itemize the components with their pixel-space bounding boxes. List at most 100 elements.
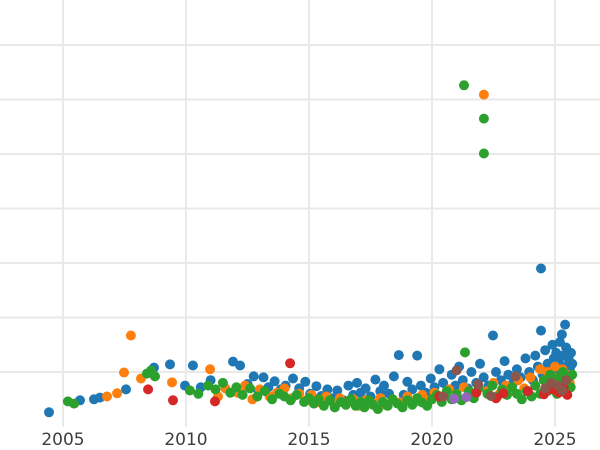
- data-point-blue: [434, 364, 445, 375]
- data-point-blue: [491, 367, 501, 377]
- data-point-green: [184, 385, 195, 396]
- data-point-blue: [121, 384, 131, 395]
- data-point-brown: [473, 379, 483, 390]
- data-point-blue: [311, 381, 322, 392]
- data-point-orange: [478, 89, 489, 100]
- data-point-blue: [499, 356, 510, 367]
- data-point-orange: [112, 388, 123, 399]
- data-point-blue: [393, 350, 404, 361]
- gridlines: [0, 0, 600, 427]
- data-point-blue: [248, 371, 259, 382]
- data-point-blue: [379, 380, 389, 391]
- data-point-blue: [466, 367, 477, 377]
- data-point-green: [324, 395, 335, 406]
- data-point-green: [460, 347, 470, 358]
- data-point-blue: [343, 380, 354, 391]
- data-point-blue: [520, 353, 531, 364]
- data-point-blue: [407, 384, 418, 395]
- data-point-blue: [370, 374, 381, 385]
- data-point-blue: [412, 350, 423, 361]
- data-point-green: [245, 383, 255, 394]
- data-point-blue: [352, 377, 362, 388]
- data-point-green: [217, 377, 228, 388]
- data-point-green: [210, 384, 221, 395]
- data-point-blue: [44, 407, 54, 418]
- data-point-red: [498, 388, 509, 399]
- data-point-blue: [540, 345, 551, 356]
- data-point-blue: [478, 372, 489, 383]
- data-point-blue: [258, 372, 269, 383]
- data-point-orange: [119, 367, 129, 378]
- x-tick-label: 2005: [41, 430, 84, 450]
- data-point-green: [478, 113, 489, 124]
- data-point-green: [252, 391, 263, 402]
- data-point-orange: [167, 377, 177, 388]
- data-point-purple: [449, 393, 460, 404]
- data-point-blue: [360, 383, 371, 394]
- data-point-green: [397, 402, 408, 413]
- data-point-brown: [561, 375, 572, 386]
- data-point-green: [291, 389, 302, 400]
- data-point-green: [267, 394, 278, 405]
- data-point-blue: [560, 319, 571, 330]
- data-point-blue: [425, 373, 436, 384]
- data-point-red: [285, 358, 296, 369]
- data-point-blue: [566, 347, 576, 358]
- data-point-blue: [475, 358, 485, 369]
- data-point-red: [471, 387, 482, 398]
- data-point-red: [522, 386, 533, 397]
- x-tick-label: 2025: [533, 430, 576, 450]
- data-point-purple: [461, 392, 472, 403]
- x-axis-tick-labels: 2005 2010 2015 2020 2025: [41, 430, 576, 450]
- data-point-orange: [125, 330, 136, 341]
- data-point-blue: [402, 376, 413, 387]
- data-point-brown: [510, 371, 521, 382]
- data-point-blue: [415, 380, 426, 391]
- data-point-blue: [567, 358, 578, 369]
- data-point-blue: [235, 360, 246, 371]
- data-point-blue: [530, 350, 541, 361]
- data-point-red: [168, 395, 178, 406]
- data-point-green: [478, 148, 489, 159]
- data-point-green: [259, 386, 270, 397]
- data-point-green: [372, 404, 383, 415]
- data-point-green: [516, 394, 527, 405]
- data-point-brown: [451, 365, 462, 376]
- data-point-blue: [536, 325, 546, 336]
- data-point-green: [150, 371, 160, 382]
- data-point-red: [143, 384, 154, 395]
- data-point-green: [237, 389, 248, 400]
- data-point-green: [231, 382, 242, 393]
- data-point-blue: [556, 329, 567, 340]
- data-point-green: [459, 80, 469, 91]
- data-point-brown: [486, 391, 496, 401]
- x-tick-label: 2020: [410, 430, 453, 450]
- data-points: [44, 80, 578, 418]
- data-point-blue: [300, 376, 311, 387]
- data-point-blue: [388, 371, 399, 382]
- data-point-green: [69, 398, 80, 409]
- data-point-green: [203, 380, 214, 391]
- data-point-orange: [102, 391, 112, 402]
- data-point-green: [530, 380, 541, 391]
- data-point-green: [487, 380, 498, 391]
- data-point-blue: [165, 359, 175, 370]
- x-tick-label: 2015: [287, 430, 330, 450]
- data-point-orange: [205, 364, 216, 375]
- data-point-blue: [187, 360, 198, 371]
- data-point-brown: [438, 391, 449, 402]
- data-point-blue: [488, 330, 498, 341]
- data-point-green: [193, 388, 204, 399]
- data-point-green: [359, 402, 370, 413]
- data-point-blue: [288, 373, 298, 384]
- data-point-orange: [525, 372, 536, 383]
- data-point-blue: [536, 263, 546, 274]
- data-point-blue: [438, 377, 449, 388]
- data-point-red: [210, 396, 220, 407]
- data-point-blue: [269, 376, 280, 387]
- data-point-brown: [557, 385, 568, 396]
- data-point-blue: [332, 385, 343, 396]
- x-tick-label: 2010: [164, 430, 207, 450]
